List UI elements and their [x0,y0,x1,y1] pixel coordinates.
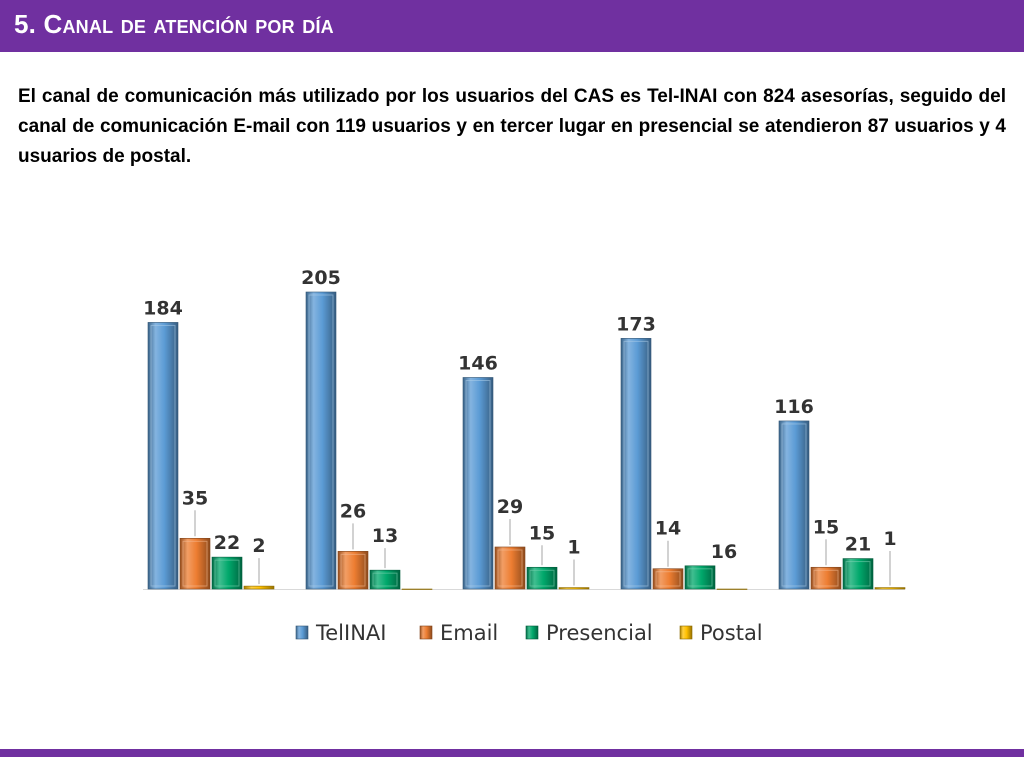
bar-bevel [182,540,208,587]
data-label: 184 [143,297,183,319]
bar-telinai-4 [620,338,652,590]
data-label: 146 [458,352,498,374]
bar-postal-3 [558,587,590,590]
legend-swatch [419,625,433,640]
bar-bevel [781,423,807,587]
bar-bevel [372,572,398,587]
bar-postal-1 [243,585,275,590]
legend-label: TelINAI [315,621,386,645]
bar-email-5 [810,566,842,590]
legend-swatch [525,625,539,640]
data-label: 22 [214,532,240,554]
bar-bevel [214,559,240,587]
bar-presencial-1 [211,556,243,590]
bar-postal-2 [401,588,433,590]
data-label: 35 [182,487,208,509]
bar-presencial-2 [369,569,401,590]
legend-item-telinai: TelINAI [295,621,386,645]
bar-bevel [465,379,491,587]
data-label: 29 [497,496,523,518]
legend-swatch [679,625,693,640]
bar-email-2 [337,551,369,590]
legend-item-presencial: Presencial [525,621,653,645]
data-label: 2 [252,535,265,557]
bar-bevel [845,561,871,587]
data-label: 14 [655,518,681,540]
bar-telinai-1 [147,322,179,590]
data-label: 16 [711,541,737,563]
bar-bevel [623,340,649,587]
bar-bevel [655,571,681,587]
data-label: 1 [883,528,896,550]
slide-description: El canal de comunicación más utilizado p… [18,86,1006,167]
bar-postal-4 [716,588,748,590]
bar-email-4 [652,568,684,590]
bar-telinai-2 [305,291,337,590]
slide-title: 5. Canal de atención por día [14,9,334,39]
bar-bevel [813,569,839,587]
bar-telinai-3 [462,377,494,590]
data-label: 13 [372,525,398,547]
bar-email-1 [179,537,211,590]
data-label: 26 [340,500,366,522]
bar-telinai-5 [778,420,810,590]
legend-item-email: Email [419,621,498,645]
bar-bevel [308,294,334,587]
data-label: 15 [813,516,839,538]
bar-presencial-3 [526,566,558,590]
legend-label: Presencial [546,621,653,645]
legend-label: Postal [700,621,763,645]
bar-bevel [687,568,713,587]
data-label: 15 [529,522,555,544]
bar-bevel [497,549,523,587]
bar-email-3 [494,546,526,590]
data-label: 116 [774,396,814,418]
legend-label: Email [440,621,498,645]
bar-presencial-5 [842,558,874,590]
bar-bevel [340,553,366,587]
bar-postal-5 [874,587,906,590]
bottom-bar [0,749,1024,757]
data-label: 173 [616,313,656,335]
bar-presencial-4 [684,565,716,590]
bar-bevel [529,569,555,587]
data-label: 21 [845,534,871,556]
legend-swatch [295,625,309,640]
data-label: 205 [301,267,341,289]
title-bar: 5. Canal de atención por día [0,0,1024,52]
bar-bevel [150,324,176,587]
legend-item-postal: Postal [679,621,763,645]
data-label: 1 [567,537,580,559]
